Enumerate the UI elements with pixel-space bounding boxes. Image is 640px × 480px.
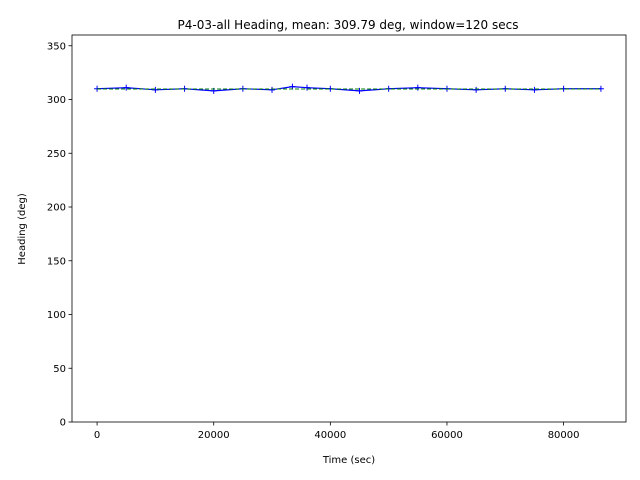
y-tick-label: 150	[47, 256, 66, 267]
y-tick-label: 50	[53, 364, 66, 375]
plot-area	[71, 34, 627, 423]
data-point	[356, 87, 363, 94]
data-point	[123, 84, 130, 91]
y-tick-label: 100	[47, 310, 66, 321]
x-tick-label: 40000	[314, 430, 346, 441]
x-tick-label: 60000	[431, 430, 463, 441]
y-tick-label: 300	[47, 95, 66, 106]
y-tick-label: 350	[47, 41, 66, 52]
x-tick-label: 80000	[548, 430, 580, 441]
data-point	[152, 86, 159, 93]
x-axis-ticks: 0 20000 40000 60000 80000	[94, 422, 580, 441]
y-tick-label: 200	[47, 203, 66, 214]
y-axis-label: Heading (deg)	[17, 193, 28, 265]
x-tick-label: 20000	[198, 430, 230, 441]
y-axis-ticks: 0 50 100 150 200 250 300 350	[47, 41, 72, 429]
y-tick-label: 0	[60, 418, 66, 429]
axes-background	[72, 35, 626, 422]
axes-frame	[71, 34, 627, 423]
data-point	[531, 86, 538, 93]
series-layer	[94, 83, 604, 94]
data-point	[473, 86, 480, 93]
data-point	[269, 86, 276, 93]
x-axis-label: Time (sec)	[322, 455, 375, 466]
data-point	[414, 84, 421, 91]
y-tick-label: 250	[47, 149, 66, 160]
data-point	[304, 84, 311, 91]
chart-title: P4-03-all Heading, mean: 309.79 deg, win…	[178, 18, 519, 32]
x-tick-label: 0	[94, 430, 100, 441]
